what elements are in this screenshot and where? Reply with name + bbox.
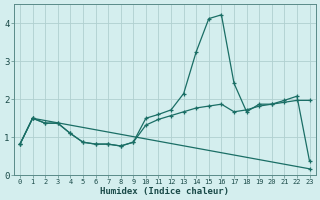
X-axis label: Humidex (Indice chaleur): Humidex (Indice chaleur) [100, 187, 229, 196]
